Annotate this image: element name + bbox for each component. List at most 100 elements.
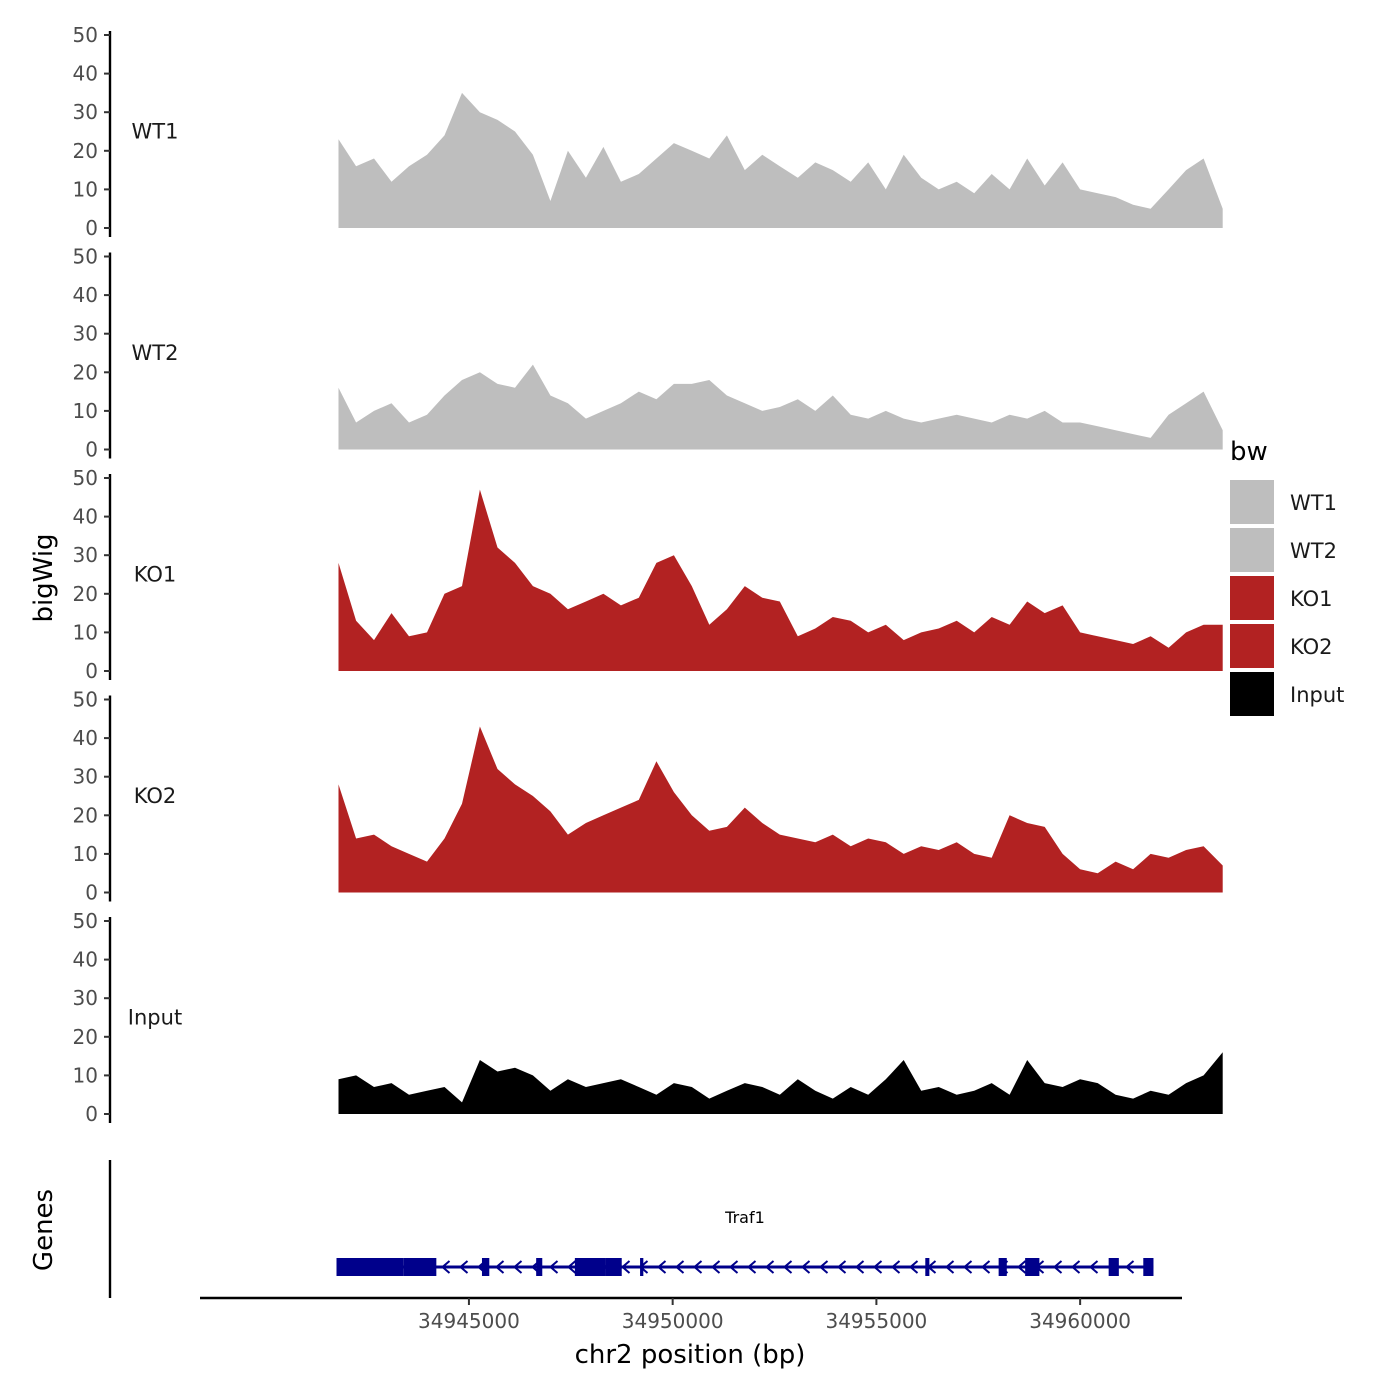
y-tick-label: 40: [73, 62, 98, 86]
y-tick-label: 40: [73, 948, 98, 972]
legend-entry: KO1: [1230, 576, 1333, 620]
strand-arrow: [728, 1260, 739, 1274]
legend-swatch: [1230, 480, 1274, 524]
y-tick-label: 20: [73, 139, 98, 163]
y-tick-label: 40: [73, 505, 98, 529]
strand-arrow: [818, 1260, 829, 1274]
gene-panel-title: Genes: [29, 1189, 59, 1271]
exon: [536, 1258, 543, 1276]
exon: [605, 1258, 622, 1276]
legend-entry: WT1: [1230, 480, 1337, 524]
y-tick-label: 50: [73, 688, 98, 712]
strand-arrow: [836, 1260, 847, 1274]
strand-arrow: [620, 1260, 631, 1274]
y-tick-label: 20: [73, 582, 98, 606]
y-tick-label: 30: [73, 986, 98, 1010]
y-tick-label: 10: [73, 842, 98, 866]
strand-arrow: [980, 1260, 991, 1274]
y-tick-label: 0: [85, 659, 98, 683]
exon: [481, 1258, 490, 1276]
area-input: [338, 1052, 1223, 1114]
y-tick-label: 10: [73, 1063, 98, 1087]
y-tick-label: 40: [73, 726, 98, 750]
y-tick-label: 30: [73, 765, 98, 789]
strand-arrow: [674, 1260, 685, 1274]
track-label: KO1: [134, 563, 177, 587]
exon: [403, 1258, 437, 1276]
strand-arrow: [566, 1260, 577, 1274]
strand-arrow: [908, 1260, 919, 1274]
y-tick-label: 50: [73, 23, 98, 47]
track-wt2: 0 10 20 30 40 50 WT2: [73, 245, 1223, 462]
x-axis: 34945000 34950000 34955000 34960000: [200, 1296, 1182, 1333]
gene-label: Traf1: [724, 1208, 765, 1227]
exon: [336, 1258, 404, 1276]
area-ko1: [338, 489, 1223, 671]
exon: [1025, 1258, 1040, 1276]
strand-arrow: [512, 1260, 523, 1274]
y-tick-label: 20: [73, 803, 98, 827]
legend-entry: Input: [1230, 672, 1344, 716]
y-tick-label: 10: [73, 399, 98, 423]
exon: [1143, 1258, 1154, 1276]
area-wt1: [338, 92, 1223, 229]
y-tick-label: 20: [73, 360, 98, 384]
x-tick-label: 34945000: [418, 1309, 520, 1333]
exon: [1108, 1258, 1119, 1276]
strand-arrow: [494, 1260, 505, 1274]
track-wt1: 0 10 20 30 40 50 WT1: [73, 23, 1223, 240]
y-axis-title: bigWig: [29, 533, 59, 622]
legend-swatch: [1230, 528, 1274, 572]
strand-arrow: [458, 1260, 469, 1274]
strand-arrow: [656, 1260, 667, 1274]
strand-arrow: [1016, 1260, 1027, 1274]
strand-arrow: [1124, 1260, 1135, 1274]
track-ko2: 0 10 20 30 40 50 KO2: [73, 688, 1223, 905]
track-input: 0 10 20 30 40 50 Input: [73, 909, 1223, 1126]
track-label: WT2: [132, 341, 179, 365]
y-tick-label: 0: [85, 216, 98, 240]
y-tick-label: 30: [73, 322, 98, 346]
strand-arrow: [944, 1260, 955, 1274]
y-tick-label: 10: [73, 177, 98, 201]
strand-arrow: [692, 1260, 703, 1274]
y-tick-label: 30: [73, 100, 98, 124]
gene-panel: Traf1: [108, 1160, 1154, 1298]
track-ko1: 0 10 20 30 40 50 KO1: [73, 466, 1223, 683]
strand-arrow: [1052, 1260, 1063, 1274]
x-tick-label: 34960000: [1029, 1309, 1131, 1333]
strand-arrow: [890, 1260, 901, 1274]
y-tick-label: 0: [85, 438, 98, 462]
legend-label: Input: [1290, 683, 1344, 707]
strand-arrow: [1070, 1260, 1081, 1274]
strand-arrow: [1088, 1260, 1099, 1274]
y-tick-label: 50: [73, 245, 98, 269]
exon: [574, 1258, 606, 1276]
legend-label: KO2: [1290, 635, 1333, 659]
strand-arrow: [710, 1260, 721, 1274]
y-tick-label: 0: [85, 1102, 98, 1126]
legend-label: WT2: [1290, 539, 1337, 563]
y-tick-label: 50: [73, 466, 98, 490]
legend-swatch: [1230, 672, 1274, 716]
strand-arrow: [854, 1260, 865, 1274]
track-label: Input: [128, 1006, 182, 1030]
strand-arrow: [962, 1260, 973, 1274]
track-panels: 0 10 20 30 40 50 WT1 0 10 20 30 40 50 WT2 0 10 20 30 40 50 K…: [73, 23, 1223, 1126]
legend-title: bw: [1230, 437, 1268, 467]
strand-arrow: [782, 1260, 793, 1274]
y-tick-label: 10: [73, 620, 98, 644]
area-ko2: [338, 726, 1223, 893]
y-tick-label: 20: [73, 1025, 98, 1049]
legend-label: WT1: [1290, 491, 1337, 515]
y-tick-label: 30: [73, 543, 98, 567]
legend-label: KO1: [1290, 587, 1333, 611]
legend: bw WT1 WT2 KO1 KO2 Input: [1230, 437, 1344, 716]
legend-swatch: [1230, 576, 1274, 620]
exon: [925, 1258, 930, 1276]
strand-arrow: [800, 1260, 811, 1274]
strand-arrow: [764, 1260, 775, 1274]
x-axis-title: chr2 position (bp): [575, 1340, 806, 1370]
exon: [998, 1258, 1007, 1276]
